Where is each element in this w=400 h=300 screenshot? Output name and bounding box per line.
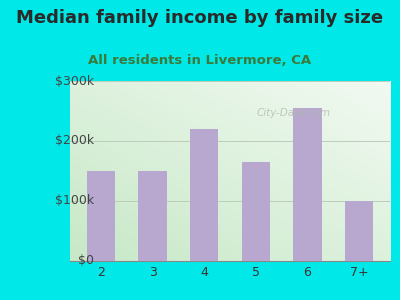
Bar	[345, 201, 373, 261]
Text: $100k: $100k	[55, 194, 94, 208]
Text: $0: $0	[78, 254, 94, 268]
Text: $300k: $300k	[55, 74, 94, 88]
Bar	[87, 171, 115, 261]
Bar	[138, 171, 167, 261]
Text: $200k: $200k	[55, 134, 94, 148]
Text: Median family income by family size: Median family income by family size	[16, 9, 384, 27]
Bar	[293, 108, 322, 261]
Bar	[242, 162, 270, 261]
Text: All residents in Livermore, CA: All residents in Livermore, CA	[88, 54, 312, 67]
Text: City-Data.com: City-Data.com	[257, 108, 331, 118]
Bar	[190, 129, 218, 261]
